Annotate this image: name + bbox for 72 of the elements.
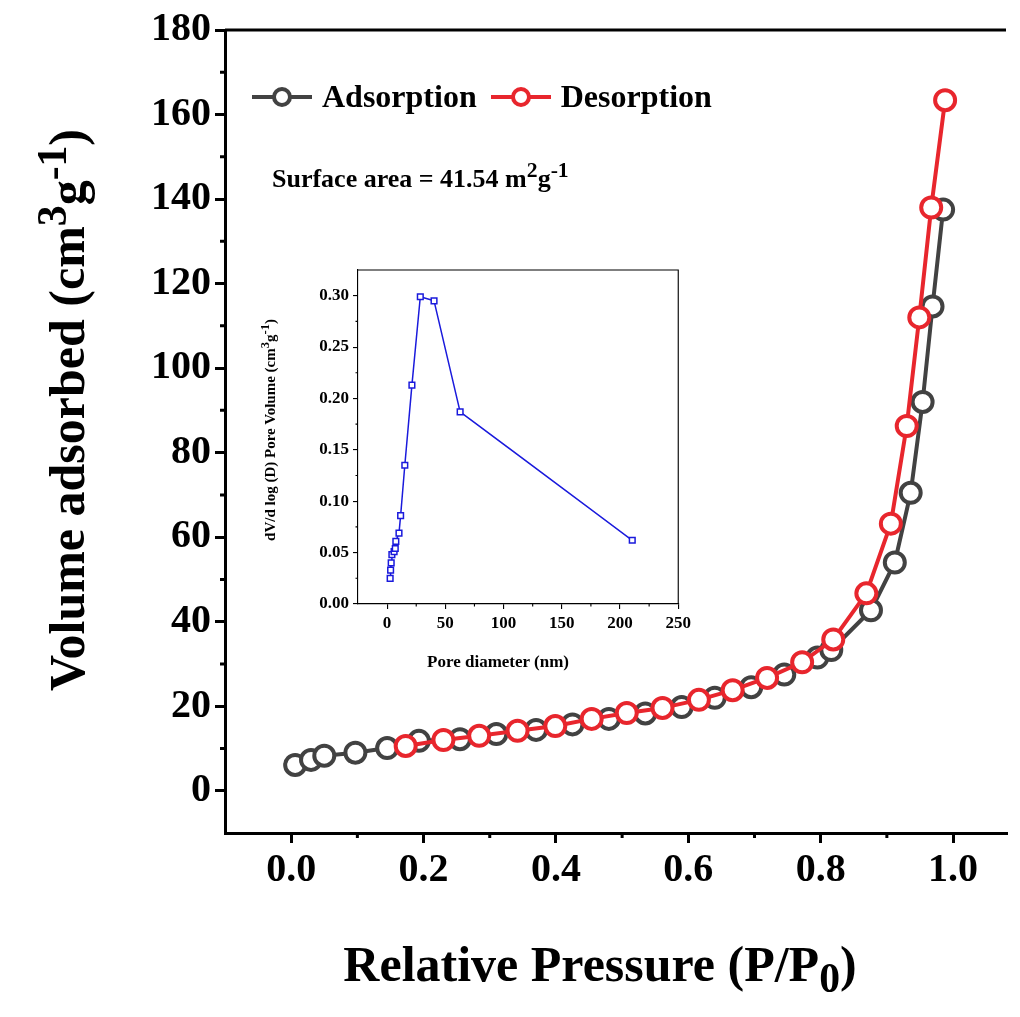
x-tick-label: 50: [436, 612, 454, 632]
point: [393, 733, 418, 758]
point: [907, 305, 932, 330]
x-tick-label: 0.6: [663, 845, 714, 891]
point: [467, 723, 492, 748]
point: [543, 714, 568, 739]
y-tick-label: 60: [171, 511, 211, 557]
point: [431, 728, 456, 753]
annotation: Surface area = 41.54 m$^{2}$g$^{-1}$: [272, 158, 569, 194]
point: [375, 736, 400, 761]
point: [387, 559, 395, 567]
point: [933, 88, 958, 113]
x-tick-label: 0.0: [266, 845, 317, 891]
point: [505, 718, 530, 743]
legend-label: Desorption: [560, 78, 712, 115]
point: [343, 740, 368, 765]
point: [416, 293, 424, 301]
point: [878, 511, 903, 536]
point: [614, 700, 639, 725]
y-tick-label: 0.25: [319, 336, 349, 356]
x-tick-label: 200: [607, 612, 633, 632]
point: [386, 574, 394, 582]
y-tick-label: 0: [191, 765, 211, 811]
point: [755, 665, 780, 690]
y-tick-label: 20: [171, 680, 211, 726]
y-tick-label: 0.00: [319, 593, 349, 613]
point: [854, 581, 879, 606]
x-tick-label: 0: [382, 612, 392, 632]
point: [395, 529, 403, 537]
x-tick-label: 0.8: [795, 845, 846, 891]
y-tick-label: 0.20: [319, 387, 349, 407]
point: [910, 389, 935, 414]
y-tick-label: 0.30: [319, 285, 349, 305]
y-tick-label: 160: [151, 88, 211, 134]
point: [628, 536, 636, 544]
point: [894, 414, 919, 439]
point: [408, 381, 416, 389]
x-axis-title: Pore diameter (nm): [427, 652, 569, 672]
point: [391, 544, 399, 553]
point: [387, 566, 395, 574]
x-tick-label: 100: [490, 612, 517, 632]
point: [579, 706, 604, 731]
y-tick-label: 120: [151, 257, 211, 303]
y-tick-label: 0.15: [319, 439, 349, 459]
x-axis-title: Relative Pressure (P/P$_{0}$): [343, 934, 857, 1002]
x-tick-label: 1.0: [928, 845, 979, 891]
point: [392, 537, 400, 545]
y-tick-label: 180: [151, 4, 211, 50]
y-tick-label: 140: [151, 173, 211, 219]
x-tick-label: 250: [665, 612, 691, 632]
point: [312, 743, 337, 768]
x-tick-label: 150: [549, 612, 575, 632]
y-tick-label: 40: [171, 596, 211, 642]
point: [821, 627, 846, 652]
x-tick-label: 0.2: [398, 845, 449, 891]
point: [898, 480, 923, 505]
y-tick-label: 0.10: [319, 490, 349, 510]
point: [882, 550, 907, 575]
x-tick-label: 0.4: [530, 845, 581, 891]
point: [397, 512, 405, 520]
point: [720, 678, 745, 703]
point: [919, 195, 944, 220]
legend-label: Adsorption: [322, 78, 477, 115]
y-tick-label: 0.05: [319, 542, 349, 562]
point: [456, 408, 464, 416]
point: [430, 297, 438, 305]
y-tick-label: 100: [151, 342, 211, 388]
point: [790, 650, 815, 675]
point: [686, 687, 711, 712]
point: [401, 461, 409, 469]
y-tick-label: 80: [171, 426, 211, 472]
point: [650, 695, 675, 720]
